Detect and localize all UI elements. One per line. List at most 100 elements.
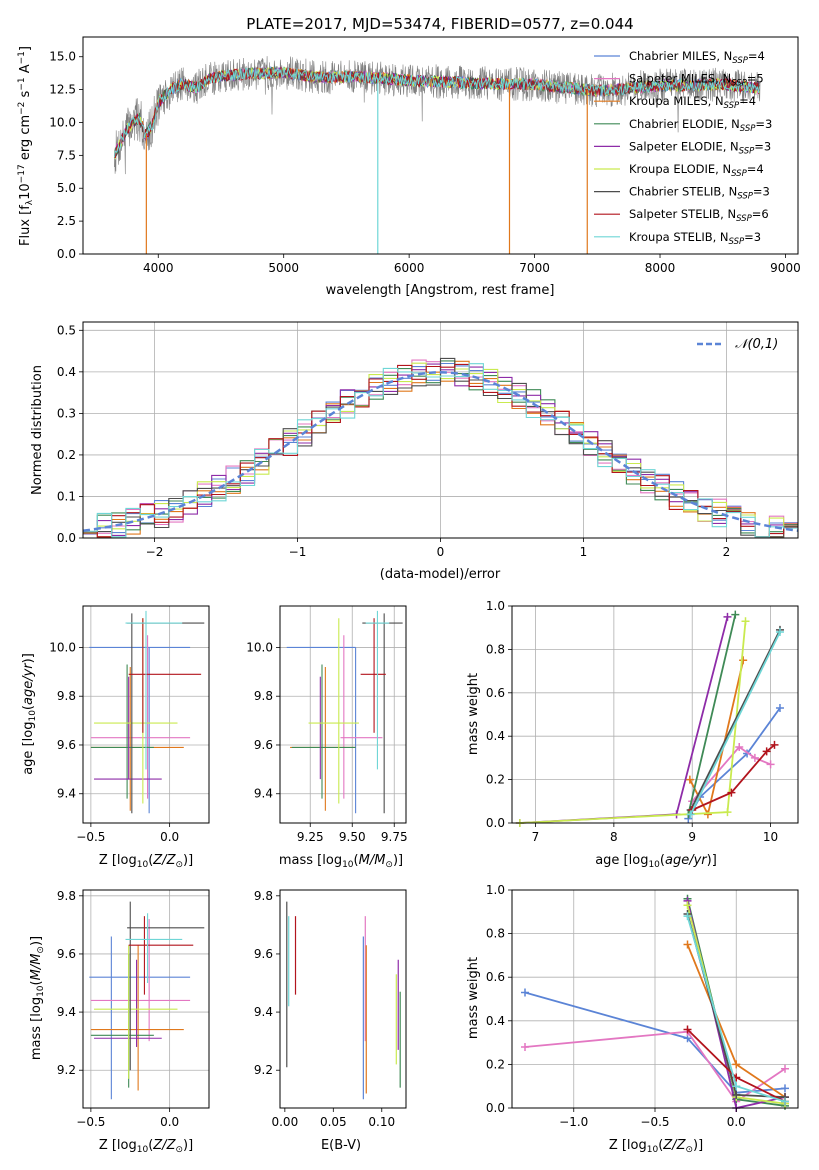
normal-curve — [82, 371, 799, 532]
x-tick-label: 9000 — [770, 261, 801, 275]
mass-weight-marker — [781, 1084, 789, 1093]
spectrum-panel: PLATE=2017, MJD=53474, FIBERID=0577, z=0… — [17, 15, 801, 298]
residuals-legend: 𝒩(0,1) — [697, 337, 778, 352]
y-tick-label: 10.0 — [49, 640, 76, 654]
mass-weight-marker — [770, 740, 779, 749]
x-tick-label: 8000 — [645, 261, 676, 275]
ageZ-ylabel: age [log10(age/yr)] — [21, 653, 38, 775]
y-tick-label: 7.5 — [57, 148, 76, 162]
y-tick-label: 0.0 — [486, 1101, 505, 1115]
mass-vs-metallicity-panel: −0.5 0.0 9.2 9.4 9.6 9.8 Z [log10(Z/Z⊙)] mass… — [29, 889, 210, 1155]
y-tick-label: 0.1 — [57, 489, 76, 503]
y-tick-label: 9.4 — [57, 787, 76, 801]
age-vs-metallicity-panel: −0.5 0.0 9.4 9.6 9.8 10.0 Z [log10(Z/Z⊙)] age… — [21, 605, 210, 870]
x-tick-label: −1 — [289, 545, 307, 559]
mass-weight-line — [689, 631, 781, 815]
x-tick-label: 0.0 — [727, 1115, 746, 1129]
x-tick-label: 8 — [610, 830, 618, 844]
massZ-ylabel: mass [log10(M/M⊙)] — [29, 936, 46, 1060]
x-tick-label: −0.5 — [640, 1115, 669, 1129]
y-tick-label: 0.0 — [57, 531, 76, 545]
mass-weight-marker — [732, 1060, 741, 1069]
y-tick-label: 9.8 — [254, 889, 273, 903]
x-tick-label: 9.25 — [297, 830, 324, 844]
mass-weight-vs-metallicity-panel: −1.0 −0.5 0.0 0.0 0.2 0.4 0.6 0.8 1.0 Z [log10(Z… — [466, 883, 799, 1155]
y-tick-label: 2.5 — [57, 214, 76, 228]
y-tick-label: 15.0 — [49, 50, 76, 64]
mass-weight-marker — [727, 788, 736, 797]
mass-weight-line — [687, 614, 737, 815]
y-tick-label: 9.8 — [254, 689, 273, 703]
x-tick-label: 9.75 — [381, 830, 408, 844]
y-tick-label: 9.2 — [254, 1063, 273, 1077]
mass-weight-marker — [683, 940, 692, 949]
mass-vs-extinction-panel: 0.00 0.05 0.10 9.2 9.4 9.6 9.8 E(B-V) — [254, 889, 407, 1153]
y-tick-label: 0.6 — [486, 970, 505, 984]
y-tick-label: 0.0 — [486, 816, 505, 830]
x-tick-label: −2 — [146, 545, 164, 559]
mass-weight-marker — [723, 612, 732, 621]
mass-weight-marker — [781, 1097, 789, 1106]
mass-weight-line — [524, 1030, 786, 1103]
mass-weight-line — [689, 629, 781, 811]
x-tick-label: 7000 — [519, 261, 550, 275]
y-tick-label: 0.8 — [486, 642, 505, 656]
y-tick-label: 9.4 — [254, 787, 273, 801]
legend-label: Salpeter STELIB, NSSP=6 — [629, 207, 769, 224]
massEbv-xlabel: E(B-V) — [321, 1138, 361, 1153]
x-tick-label: 10 — [763, 830, 778, 844]
x-tick-label: 0 — [437, 545, 445, 559]
y-tick-label: 0.3 — [57, 406, 76, 420]
mass-weight-marker — [750, 753, 759, 762]
mwZ-xlabel: Z [log10(Z/Z⊙)] — [609, 1138, 703, 1155]
y-tick-label: 1.0 — [486, 599, 505, 613]
normal-legend-label: 𝒩(0,1) — [735, 337, 778, 352]
y-tick-label: 0.5 — [57, 323, 76, 337]
x-tick-label: 0.0 — [160, 1115, 179, 1129]
x-tick-label: 0.0 — [160, 830, 179, 844]
mass-weight-marker — [775, 703, 784, 712]
x-tick-label: −0.5 — [76, 830, 105, 844]
mass-weight-marker — [521, 1042, 529, 1051]
mass-weight-marker — [732, 1090, 741, 1099]
x-tick-label: −1.0 — [559, 1115, 588, 1129]
y-tick-label: 9.4 — [57, 1005, 76, 1019]
mass-weight-marker — [723, 808, 732, 817]
y-tick-label: 0.2 — [486, 773, 505, 787]
legend-label: Chabrier STELIB, NSSP=3 — [629, 185, 770, 202]
y-tick-label: 9.8 — [57, 889, 76, 903]
x-tick-label: 9 — [688, 830, 696, 844]
y-tick-label: 0.2 — [486, 1057, 505, 1071]
observed-spectrum — [114, 56, 761, 175]
mass-weight-marker — [762, 747, 771, 756]
y-tick-label: 0.4 — [486, 1014, 505, 1028]
mass-weight-marker — [731, 610, 740, 619]
spectrum-title: PLATE=2017, MJD=53474, FIBERID=0577, z=0… — [246, 15, 633, 33]
mass-weight-marker — [735, 743, 744, 752]
mass-weight-marker — [685, 775, 694, 784]
x-tick-label: 6000 — [394, 261, 425, 275]
y-tick-label: 0.4 — [486, 729, 505, 743]
mass-weight-line — [691, 745, 771, 802]
age-vs-mass-panel: 9.25 9.50 9.75 9.4 9.6 9.8 10.0 mass [log10(M/… — [246, 605, 408, 870]
legend-label: Kroupa STELIB, NSSP=3 — [629, 230, 761, 247]
y-tick-label: 12.5 — [49, 83, 76, 97]
mass-weight-vs-age-panel: 7 8 9 10 0.0 0.2 0.4 0.6 0.8 1.0 age [log10(age/y… — [466, 599, 799, 870]
mass-weight-marker — [781, 1064, 789, 1073]
mass-weight-marker — [732, 1082, 741, 1091]
mass-weight-marker — [739, 656, 748, 665]
x-tick-label: −0.5 — [76, 1115, 105, 1129]
residuals-panel: −2 −1 0 1 2 0.0 0.1 0.2 0.3 0.4 0.5 (data-model)/e… — [30, 321, 799, 582]
mass-weight-marker — [683, 1025, 692, 1034]
ageMass-xlabel: mass [log10(M/M⊙)] — [279, 853, 403, 870]
x-tick-label: 0.05 — [320, 1115, 347, 1129]
mwZ-ylabel: mass weight — [466, 957, 481, 1039]
residuals-ylabel: Normed distribution — [30, 365, 45, 495]
x-tick-label: 4000 — [143, 261, 174, 275]
y-tick-label: 0.6 — [486, 686, 505, 700]
mass-weight-marker — [683, 901, 692, 910]
x-tick-label: 7 — [532, 830, 540, 844]
spectrum-ylabel: Flux [fλ10−17 erg cm−2 s−1 A−1] — [17, 46, 35, 246]
y-tick-label: 9.6 — [57, 738, 76, 752]
spectrum-xlabel: wavelength [Angstrom, rest frame] — [326, 283, 555, 298]
